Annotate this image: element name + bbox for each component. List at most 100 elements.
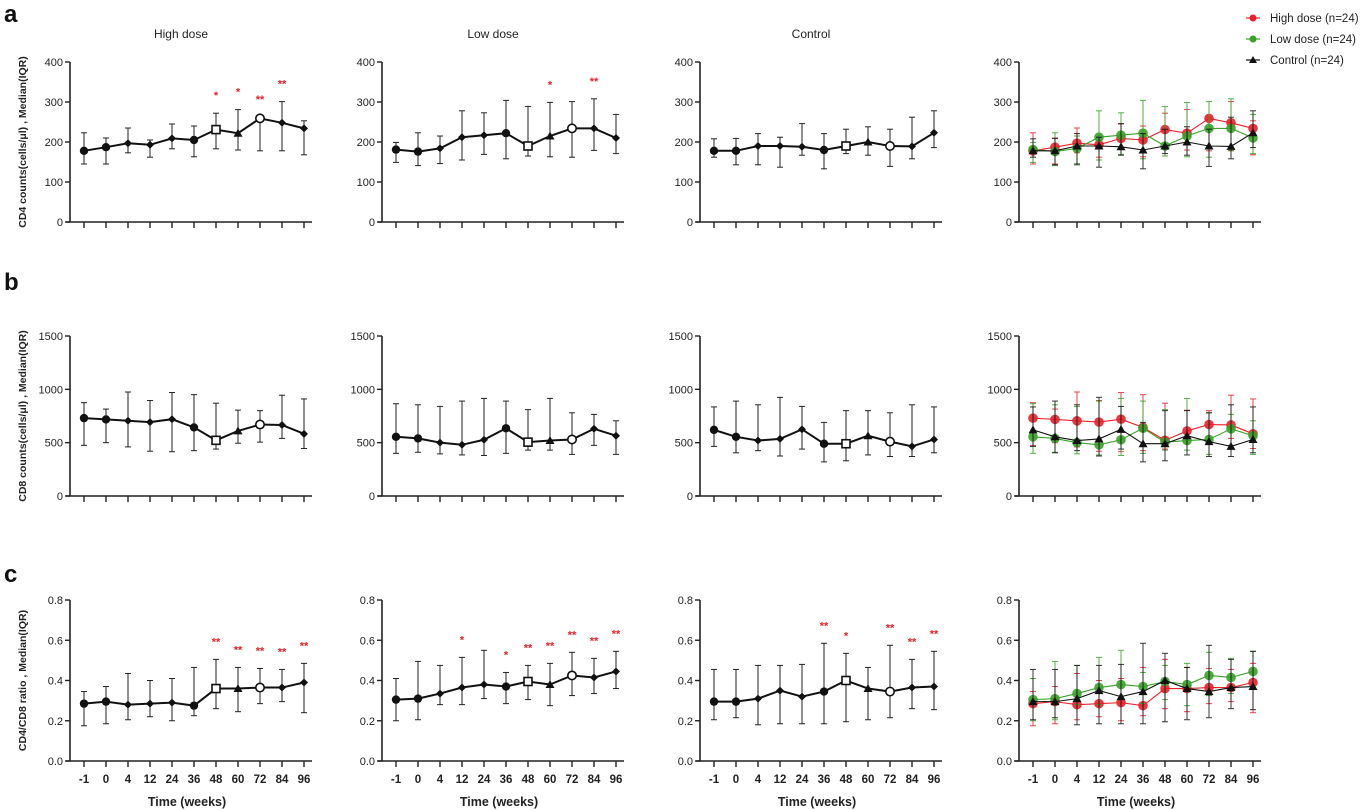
- data-point: [612, 134, 620, 142]
- data-point: [1072, 694, 1082, 703]
- data-point: [709, 697, 719, 706]
- y-tick-label: 0.4: [360, 676, 375, 688]
- y-tick-label: 300: [357, 97, 375, 109]
- significance-marker: **: [820, 620, 829, 632]
- data-point: [1028, 697, 1038, 706]
- x-tick-label: -1: [1028, 774, 1039, 786]
- x-tick-label: 4: [125, 774, 132, 786]
- data-point: [754, 142, 762, 150]
- error-bar: [1250, 406, 1256, 454]
- y-tick-label: 0.4: [997, 676, 1012, 688]
- data-point: [1138, 687, 1148, 696]
- data-point: [101, 697, 111, 706]
- data-point: [1204, 437, 1214, 446]
- significance-marker: **: [278, 79, 287, 91]
- data-point: [1204, 687, 1214, 696]
- data-point: [189, 423, 199, 432]
- x-tick-label: 84: [588, 774, 601, 786]
- error-bar: [1052, 668, 1058, 719]
- y-tick-label: 0.2: [678, 716, 693, 728]
- chart-row-a: CD4 counts(cells/μl) , Median(IQR) High d…: [17, 27, 1261, 229]
- chart-panel-a-4: 0 100 200 300 400: [994, 57, 1261, 229]
- data-point: [841, 675, 851, 686]
- series-control: [709, 396, 938, 463]
- legend-item-control: Control (n=24): [1246, 55, 1344, 67]
- data-point: [436, 438, 444, 447]
- significance-marker: **: [256, 94, 265, 106]
- x-axis-label: Time (weeks): [460, 795, 538, 809]
- data-point: [1226, 683, 1236, 692]
- data-point: [168, 698, 176, 707]
- error-bar: [1096, 664, 1102, 725]
- data-point: [523, 676, 533, 687]
- x-tick-label: 84: [276, 774, 289, 786]
- data-point: [458, 683, 466, 692]
- data-point: [841, 141, 851, 151]
- data-point: [930, 128, 938, 137]
- y-tick-label: 1500: [988, 331, 1012, 343]
- significance-marker: *: [214, 90, 219, 102]
- data-point: [731, 432, 741, 441]
- y-tick-label: 0: [57, 217, 63, 229]
- chart-panel-c-4: 0.0 0.2 0.4 0.6 0.8 -1 0 4 12 24 36 48 60 72 84 96 Time …: [997, 595, 1261, 809]
- data-point: [458, 440, 466, 449]
- y-tick-label: 500: [675, 438, 693, 450]
- data-point: [278, 683, 286, 692]
- data-point: [863, 431, 873, 440]
- data-point: [436, 144, 444, 153]
- panel-letter-c: c: [4, 561, 17, 588]
- series-control: [1028, 110, 1258, 170]
- legend-item-low-dose: Low dose (n=24): [1246, 34, 1356, 46]
- x-tick-label: 36: [188, 774, 201, 786]
- data-point: [1182, 431, 1192, 440]
- data-point: [523, 141, 533, 151]
- x-tick-label: -1: [709, 774, 720, 786]
- x-tick-label: 96: [298, 774, 311, 786]
- error-bar: [103, 408, 109, 444]
- y-tick-label: 0.8: [997, 595, 1012, 607]
- data-point: [1160, 439, 1170, 448]
- chart-row-b: CD8 counts(cells/μl) , Median(IQR) 0 500 10…: [17, 330, 1261, 503]
- significance-marker: **: [212, 636, 221, 648]
- y-tick-label: 0.2: [48, 716, 63, 728]
- data-point: [300, 429, 308, 438]
- data-point: [101, 143, 111, 152]
- series-high-dose: [79, 391, 308, 453]
- chart-panel-b-4: 0 500 1000 1500: [988, 331, 1261, 503]
- data-point: [1138, 145, 1148, 154]
- x-tick-label: 0: [733, 774, 739, 786]
- data-point: [1204, 123, 1214, 134]
- legend-label-high-dose: High dose (n=24): [1270, 13, 1359, 25]
- data-point: [1204, 141, 1214, 150]
- y-tick-label: 0: [369, 491, 375, 503]
- x-tick-label: -1: [391, 774, 402, 786]
- x-tick-label: 36: [818, 774, 831, 786]
- x-tick-label: 4: [1074, 774, 1081, 786]
- data-point: [884, 436, 895, 447]
- data-point: [168, 415, 176, 424]
- data-point: [1072, 141, 1082, 150]
- error-bar: [777, 396, 783, 457]
- error-bar: [415, 660, 421, 721]
- x-tick-label: 72: [884, 774, 897, 786]
- significance-marker: *: [844, 630, 849, 642]
- data-point: [146, 418, 154, 427]
- data-point: [930, 435, 938, 444]
- x-tick-label: 96: [1247, 774, 1260, 786]
- error-bar: [569, 412, 575, 455]
- error-bar: [887, 644, 893, 719]
- data-point: [413, 434, 423, 443]
- data-point: [863, 684, 873, 693]
- data-point: [391, 695, 401, 704]
- data-point: [211, 124, 221, 135]
- x-tick-label: 60: [232, 774, 245, 786]
- y-tick-label: 0.8: [48, 595, 63, 607]
- x-tick-label: 4: [755, 774, 762, 786]
- error-bar: [865, 666, 871, 721]
- x-tick-label: 0: [103, 774, 109, 786]
- error-bar: [393, 403, 399, 454]
- error-bar: [437, 664, 443, 706]
- error-bar: [459, 656, 465, 706]
- chart-panel-a-3: Control 0 100 200 300 400: [675, 27, 942, 229]
- error-bar: [843, 652, 849, 723]
